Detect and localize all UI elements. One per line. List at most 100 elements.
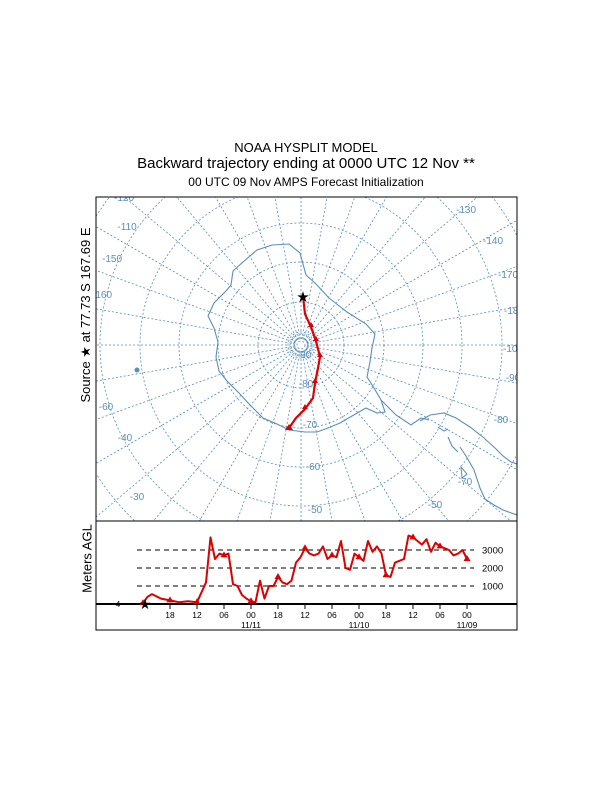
height-marker: [436, 542, 444, 549]
trajectory-start-marker: [285, 424, 293, 430]
latitude-label: -60: [306, 462, 321, 473]
longitude-line: [305, 197, 479, 342]
south-america-coast: [419, 412, 517, 516]
trajectory-marker: [312, 378, 318, 383]
longitude-line: [305, 219, 517, 343]
time-tick-label: 18: [273, 610, 283, 620]
height-marker: [247, 597, 255, 604]
longitude-line: [236, 350, 300, 521]
trajectory-marker: [302, 404, 308, 409]
height-marker: [220, 551, 228, 558]
latitude-circle: [178, 222, 424, 468]
profile-source-star: ★: [139, 596, 152, 612]
height-marker: [463, 555, 471, 561]
height-marker: [409, 533, 417, 540]
height-marker: [301, 544, 309, 551]
longitude-label: -130: [456, 205, 476, 216]
longitude-line: [304, 197, 426, 341]
height-marker: [328, 551, 336, 558]
height-reference-lines: 1000 2000 3000: [137, 546, 503, 593]
height-tick-label: 2000: [482, 564, 503, 575]
time-tick-label: 12: [300, 610, 310, 620]
longitude-line: [96, 347, 297, 464]
longitude-line: [152, 349, 298, 521]
longitude-line: [96, 226, 297, 343]
longitude-line: [306, 306, 517, 345]
height-marker: [139, 599, 147, 606]
longitude-label: -140: [483, 236, 503, 247]
longitude-label: -70: [458, 477, 473, 488]
latitude-circle: [287, 331, 315, 359]
source-star: ★: [296, 289, 309, 306]
longitude-line: [301, 197, 328, 340]
longitude-label: -60: [99, 402, 114, 413]
longitude-line: [96, 346, 296, 421]
antarctic-peninsula: [380, 399, 430, 426]
longitude-label: -80: [494, 415, 509, 426]
island-dot: [134, 367, 140, 373]
trajectory-markers: [285, 322, 323, 430]
antarctica-coastline: [207, 243, 386, 433]
longitude-label: -150: [102, 254, 122, 265]
height-marker: [193, 598, 201, 605]
meteo-subtitle: 00 UTC 09 Nov AMPS Forecast Initializati…: [188, 175, 424, 189]
latitude-label: -90: [297, 350, 312, 361]
island-outline: [437, 426, 468, 479]
longitude-line: [96, 345, 296, 382]
longitude-labels: -120 -110 -130 -150 -140 -160 -170 -180 -90 -100 -…: [92, 193, 524, 511]
longitude-label: -40: [118, 433, 133, 444]
longitude-line: [96, 308, 296, 345]
latitude-circle: [296, 340, 306, 350]
date-label: 11/09: [457, 620, 478, 630]
longitude-line: [305, 347, 517, 471]
longitude-label: -30: [130, 492, 145, 503]
latitude-label: -80: [299, 379, 314, 390]
trajectory-marker: [308, 322, 314, 327]
height-tick-label: 1000: [482, 582, 503, 593]
longitude-line: [123, 197, 297, 342]
longitude-line: [306, 345, 517, 384]
longitude-label: -110: [117, 222, 137, 233]
height-tick-label: 3000: [482, 546, 503, 557]
height-series: [139, 533, 471, 606]
longitude-line: [302, 197, 356, 340]
trajectory-title: Backward trajectory ending at 0000 UTC 1…: [137, 155, 475, 172]
longitude-label: -170: [498, 270, 518, 281]
longitude-line: [215, 197, 299, 341]
latitude-circle: [99, 197, 503, 521]
model-title: NOAA HYSPLIT MODEL: [234, 140, 378, 155]
longitude-line: [303, 197, 387, 341]
latitude-circle: [96, 197, 517, 521]
longitude-label: -180: [504, 306, 524, 317]
time-tick-label: 00: [354, 610, 364, 620]
latitude-circle: [139, 197, 463, 507]
time-tick-label: 18: [381, 610, 391, 620]
date-label: 11/11: [241, 620, 261, 630]
longitude-line: [176, 197, 298, 341]
profile-frame: [95, 520, 518, 631]
time-tick-label: 00: [462, 610, 472, 620]
longitude-line: [246, 197, 300, 340]
time-tick-label: 06: [219, 610, 229, 620]
start-level-label: 4: [116, 600, 121, 609]
longitude-line: [304, 349, 450, 521]
height-marker: [274, 573, 282, 579]
latitude-labels: -50 -60 -70 -80 -90: [297, 350, 323, 516]
height-marker: [166, 596, 174, 603]
time-tick-label: 18: [165, 610, 175, 620]
longitude-label: -120: [114, 193, 134, 204]
longitude-line: [274, 197, 301, 340]
trajectory-marker: [317, 352, 323, 357]
longitude-label: -90: [506, 373, 521, 384]
longitude-label: -160: [92, 290, 112, 301]
longitude-line: [305, 348, 512, 521]
height-marker: [355, 553, 363, 560]
time-tick-label: 12: [192, 610, 202, 620]
longitude-line: [96, 269, 296, 344]
time-tick-label: 00: [246, 610, 256, 620]
time-tick-label: 06: [435, 610, 445, 620]
